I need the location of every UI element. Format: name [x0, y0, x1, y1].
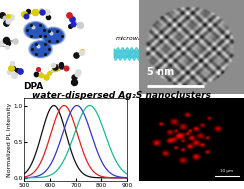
Text: 10 μm: 10 μm: [220, 169, 233, 173]
FancyArrow shape: [114, 48, 148, 60]
Y-axis label: Normalized PL Intensity: Normalized PL Intensity: [7, 103, 12, 177]
Text: 5 nm: 5 nm: [147, 67, 175, 77]
Circle shape: [29, 40, 53, 58]
Text: DPA: DPA: [23, 82, 43, 91]
Circle shape: [30, 41, 51, 57]
Circle shape: [41, 27, 65, 45]
Circle shape: [25, 22, 46, 38]
Circle shape: [26, 23, 45, 37]
Circle shape: [23, 21, 48, 39]
Circle shape: [44, 29, 63, 43]
Circle shape: [42, 28, 64, 44]
Text: water-dispersed Ag₂S nanoclusters: water-dispersed Ag₂S nanoclusters: [32, 91, 212, 100]
Text: microwave: microwave: [116, 36, 150, 41]
Circle shape: [31, 42, 50, 56]
